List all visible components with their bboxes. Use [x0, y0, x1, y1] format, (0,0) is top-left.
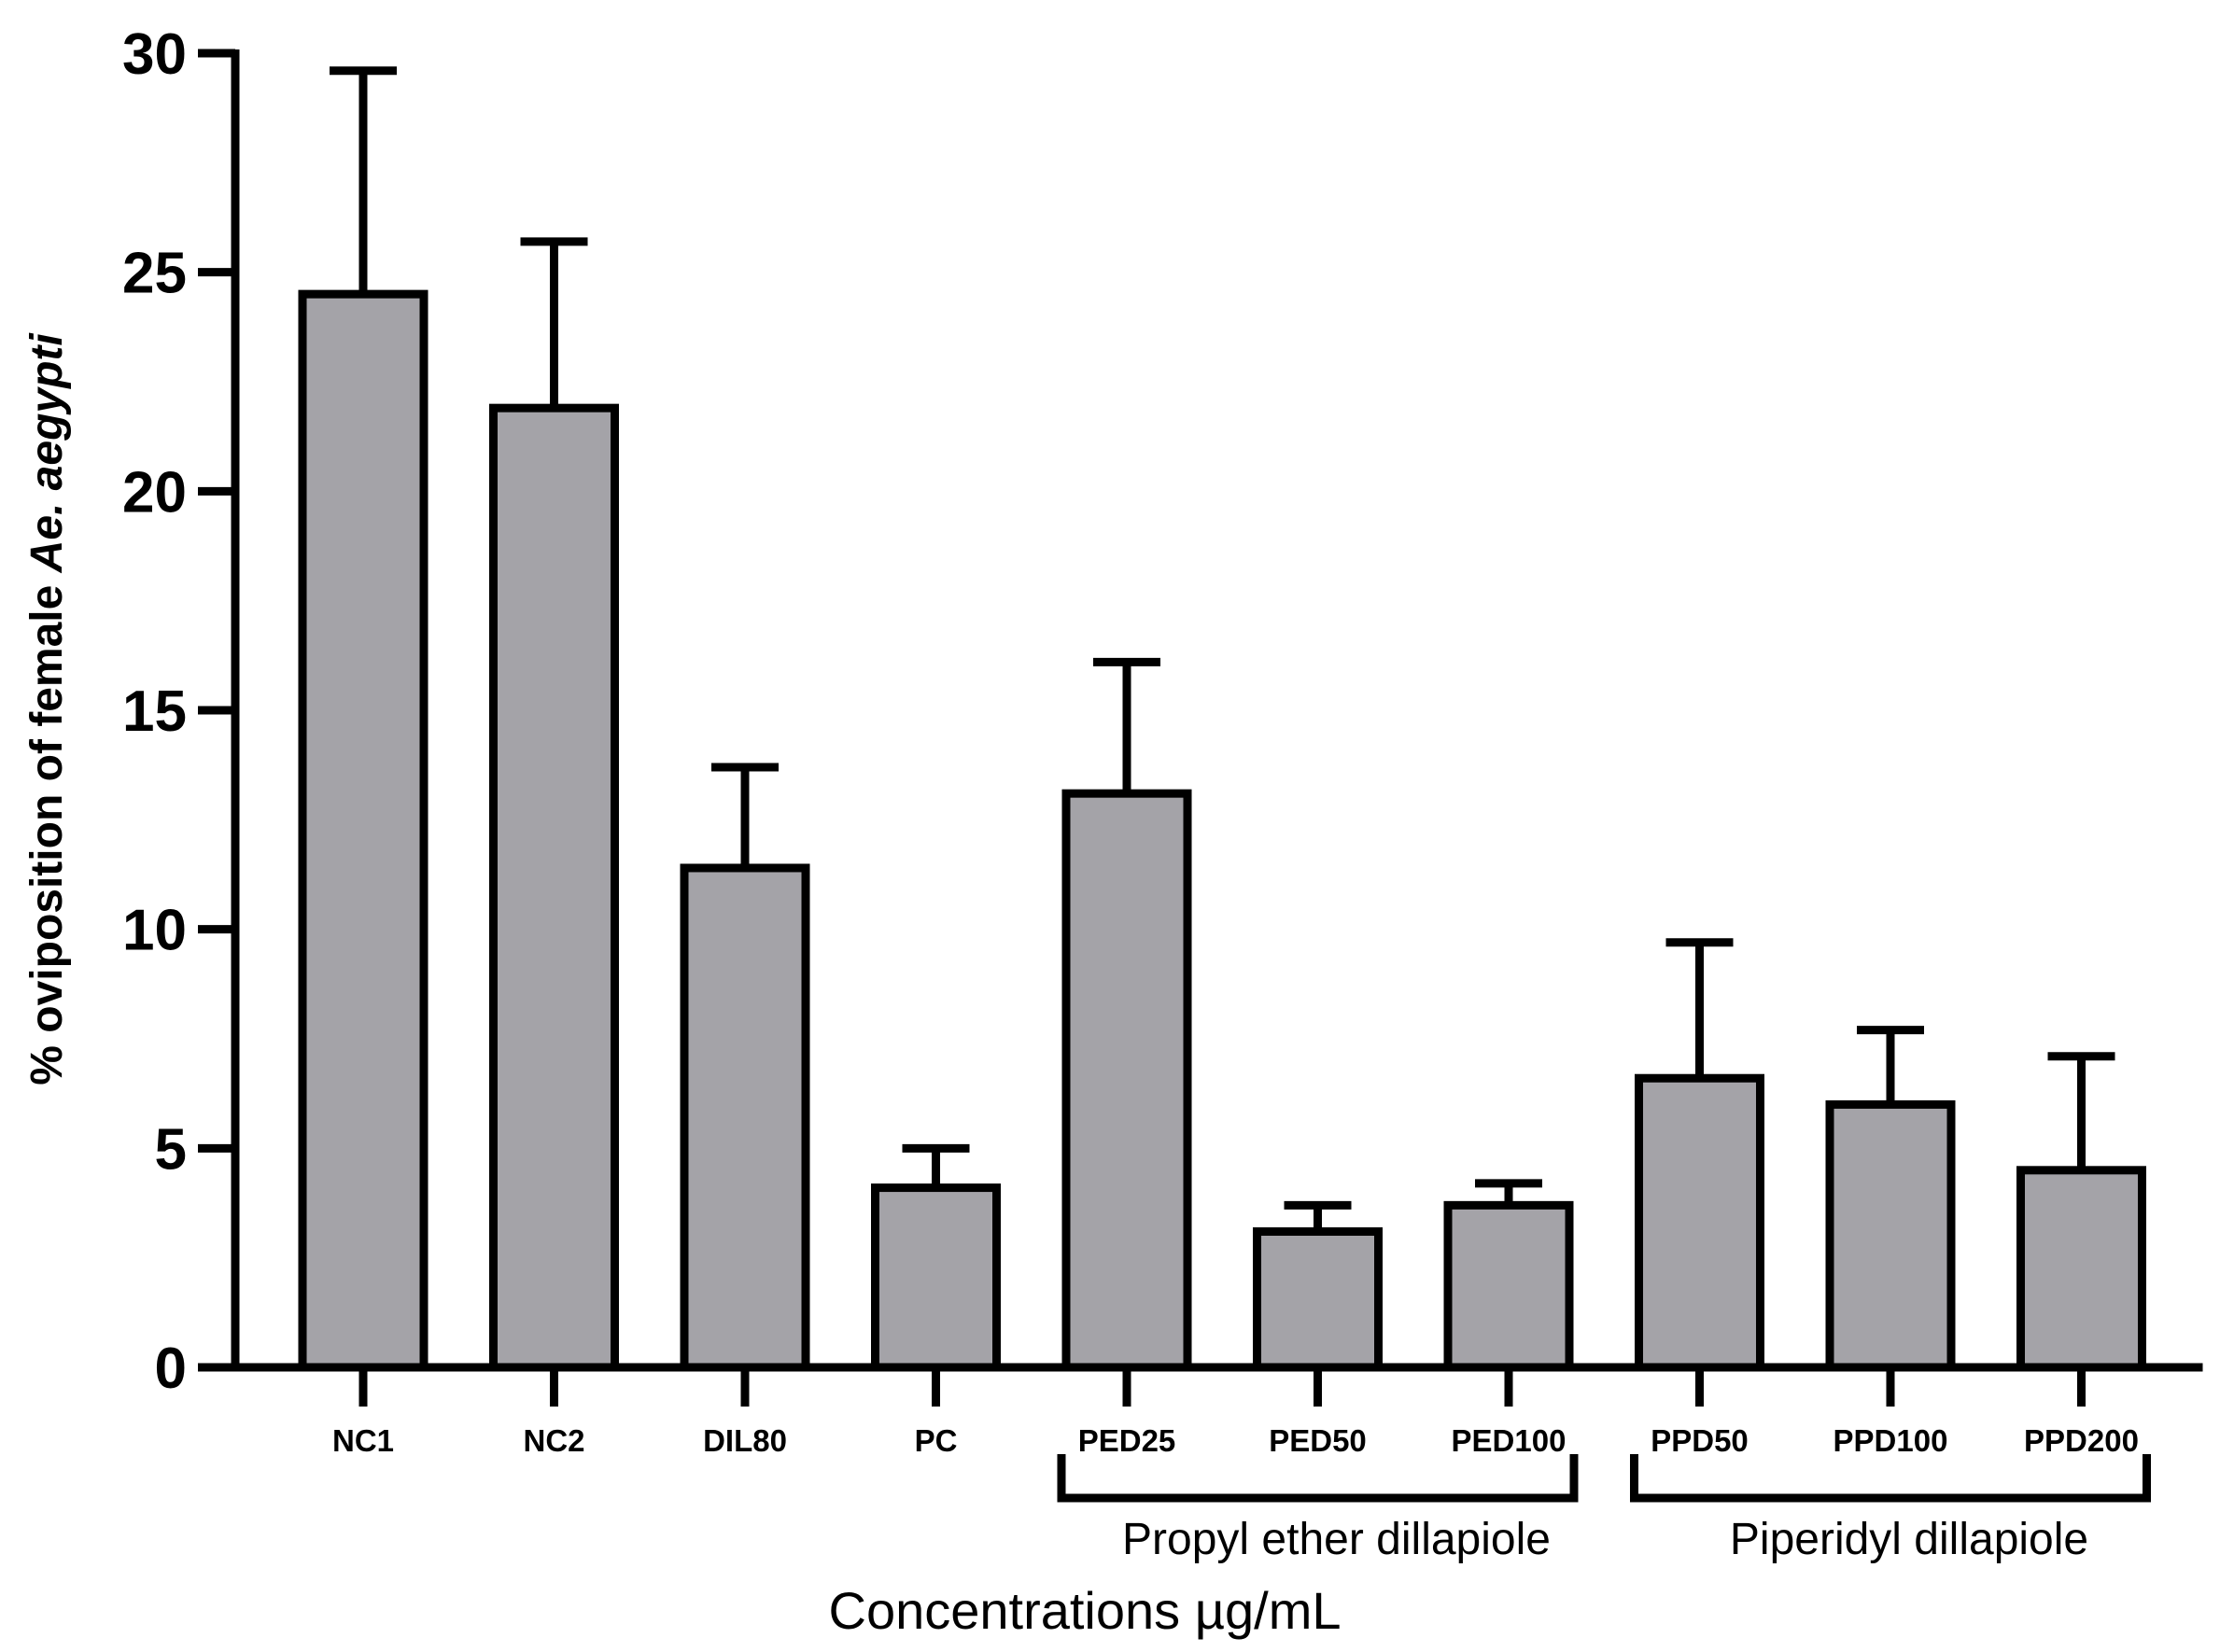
x-tick-label-ppd50: PPD50 [1651, 1423, 1749, 1458]
group-label-1: Propyl ether dillapiole [1122, 1515, 1551, 1564]
x-tick-label-ped100: PED100 [1452, 1423, 1567, 1458]
x-axis-title: Concentrations µg/mL [829, 1581, 1342, 1640]
bar-ppd100 [1825, 1099, 1956, 1372]
y-tick-label-30: 30 [122, 22, 187, 87]
x-axis: NC1 NC2 DIL80 PC PED25 PED50 PED100 PPD50 PPD100… [232, 1363, 2203, 1458]
x-tick-label-ppd100: PPD100 [1834, 1423, 1948, 1458]
y-tick-label-25: 25 [122, 242, 187, 306]
bar-pc [871, 1183, 1001, 1372]
category-groups: Propyl ether dillapiole Piperidyl dillapi… [1057, 1454, 2151, 1564]
y-axis-title-species: Ae. aegypti [22, 332, 72, 574]
group-bracket-1 [1057, 1454, 1579, 1503]
y-axis-title-main: % oviposition of female [22, 572, 72, 1085]
bar-ppd200 [2016, 1166, 2146, 1372]
y-tick-label-5: 5 [155, 1117, 187, 1182]
x-tick-label-nc2: NC2 [523, 1423, 584, 1458]
y-tick-label-15: 15 [122, 679, 187, 744]
bar-ped25 [1061, 789, 1192, 1372]
y-tick-label-10: 10 [122, 899, 187, 963]
x-tick-label-pc: PC [915, 1423, 958, 1458]
bars [298, 66, 2146, 1372]
y-tick-label-20: 20 [122, 460, 187, 525]
bar-ppd50 [1635, 1073, 1764, 1372]
group-label-2: Piperidyl dillapiole [1730, 1515, 2088, 1564]
bar-nc2 [489, 403, 619, 1372]
y-axis-title: % oviposition of female Ae. aegypti [22, 332, 72, 1085]
group-bracket-2 [1630, 1454, 2151, 1503]
y-axis: 0 5 10 15 20 25 30 [122, 22, 240, 1401]
bar-nc1 [298, 289, 429, 1372]
x-tick-label-ped50: PED50 [1269, 1423, 1367, 1458]
x-tick-label-dil80: DIL80 [703, 1423, 787, 1458]
x-tick-label-nc1: NC1 [332, 1423, 394, 1458]
bar-ped50 [1253, 1227, 1383, 1372]
bar-ped100 [1443, 1200, 1574, 1372]
x-tick-label-ppd200: PPD200 [2024, 1423, 2139, 1458]
y-tick-label-0: 0 [155, 1337, 187, 1401]
x-tick-label-ped25: PED25 [1078, 1423, 1176, 1458]
bar-dil80 [680, 863, 810, 1372]
